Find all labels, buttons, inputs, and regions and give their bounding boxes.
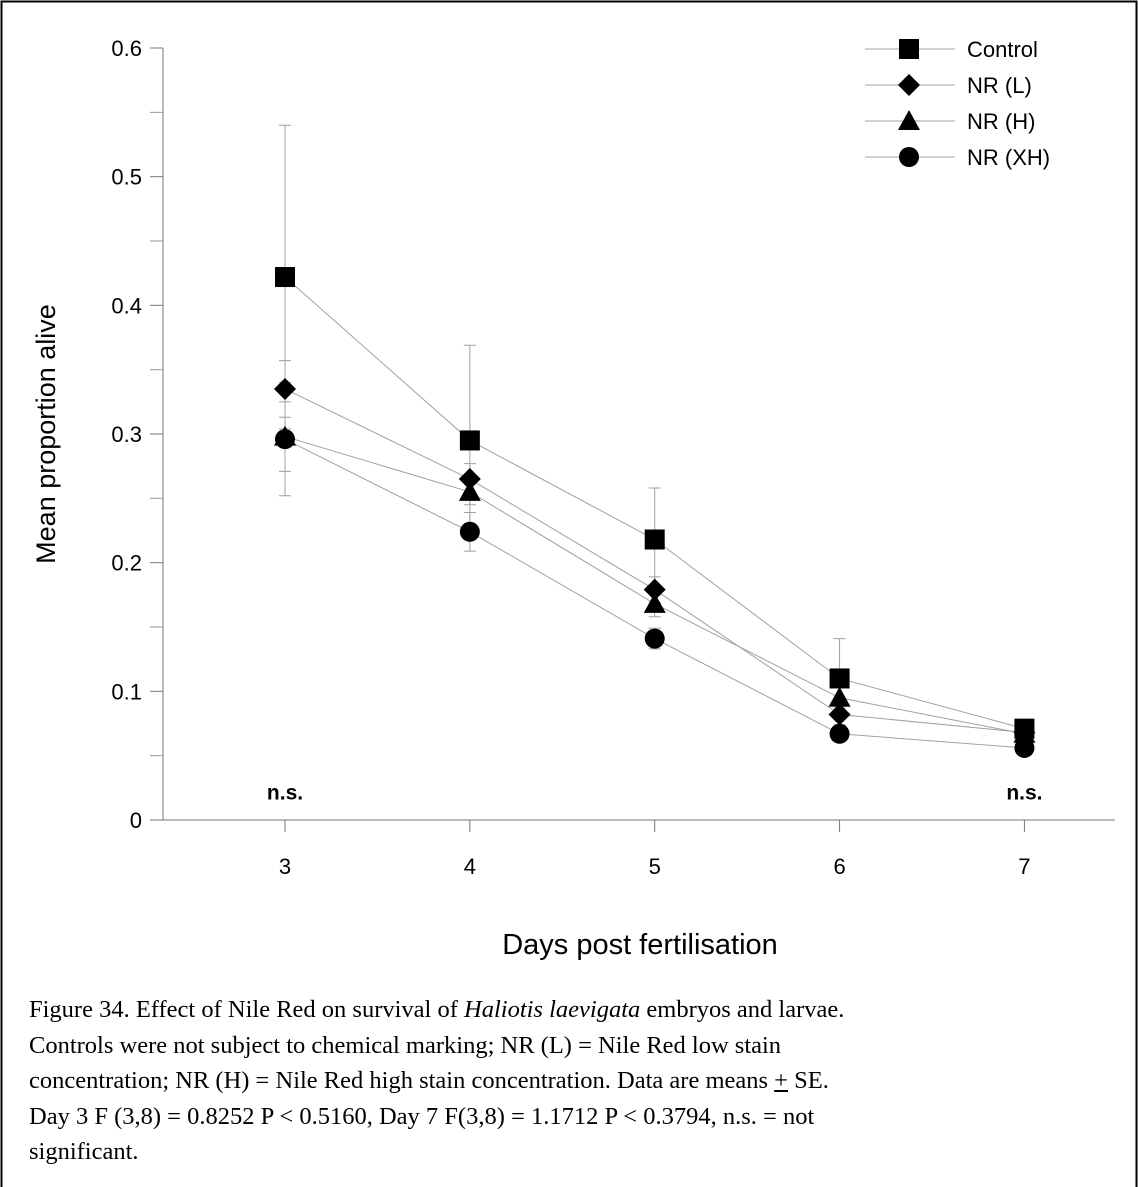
y-tick-label: 0.3 (111, 422, 142, 447)
data-point (458, 468, 481, 491)
y-tick-label: 0.4 (111, 293, 142, 318)
y-tick-label: 0 (130, 808, 142, 833)
data-point (829, 668, 850, 689)
y-tick-label: 0.2 (111, 551, 142, 576)
caption-line: Day 3 F (3,8) = 0.8252 P < 0.5160, Day 7… (29, 1099, 1119, 1135)
data-point (275, 267, 296, 288)
caption-text: SE. (788, 1067, 829, 1094)
annotation: n.s. (267, 782, 303, 805)
caption-text: Haliotis laevigata (464, 996, 641, 1023)
caption-text: significant. (29, 1138, 139, 1165)
x-axis-label: Days post fertilisation (502, 929, 778, 961)
legend-marker (899, 39, 919, 59)
caption-line: Figure 34. Effect of Nile Red on surviva… (29, 992, 1119, 1028)
x-tick-label: 6 (833, 854, 845, 879)
y-tick-label: 0.1 (111, 679, 142, 704)
data-point (644, 628, 665, 649)
legend-label: NR (H) (967, 109, 1035, 134)
caption-line: Controls were not subject to chemical ma… (29, 1028, 1119, 1064)
x-tick-label: 7 (1018, 854, 1030, 879)
data-point (459, 521, 480, 542)
caption: Figure 34. Effect of Nile Red on surviva… (29, 992, 1119, 1170)
data-point (275, 429, 296, 450)
legend-label: NR (XH) (967, 145, 1050, 170)
annotation: n.s. (1006, 782, 1042, 805)
y-tick-label: 0.5 (111, 165, 142, 190)
caption-line: concentration; NR (H) = Nile Red high st… (29, 1063, 1119, 1099)
caption-text: concentration; NR (H) = Nile Red high st… (29, 1067, 775, 1094)
caption-line: significant. (29, 1134, 1119, 1170)
data-point (458, 480, 481, 501)
data-point (459, 430, 480, 451)
data-point (643, 578, 666, 601)
legend-label: Control (967, 37, 1038, 62)
data-point (828, 686, 851, 707)
legend-marker (898, 110, 920, 130)
y-tick-label: 0.6 (111, 36, 142, 61)
legend-marker (899, 147, 919, 167)
data-point (829, 723, 850, 744)
caption-text: Figure 34. Effect of Nile Red on surviva… (29, 996, 465, 1023)
data-point (1014, 737, 1035, 758)
data-point (644, 529, 665, 550)
caption-text: Day 3 F (3,8) = 0.8252 P < 0.5160, Day 7… (29, 1102, 815, 1130)
x-tick-label: 5 (649, 854, 661, 879)
legend-marker (898, 74, 920, 96)
caption-text: embryos and larvae. (640, 996, 845, 1023)
x-tick-label: 3 (279, 854, 291, 879)
caption-text: + (774, 1067, 788, 1094)
data-point (1013, 722, 1036, 743)
y-axis-label: Mean proportion alive (31, 304, 61, 564)
data-point (828, 703, 851, 726)
legend-label: NR (L) (967, 73, 1032, 98)
data-point (643, 592, 666, 613)
caption-text: Controls were not subject to chemical ma… (29, 1031, 782, 1059)
data-point (274, 377, 297, 400)
x-tick-label: 4 (464, 854, 476, 879)
